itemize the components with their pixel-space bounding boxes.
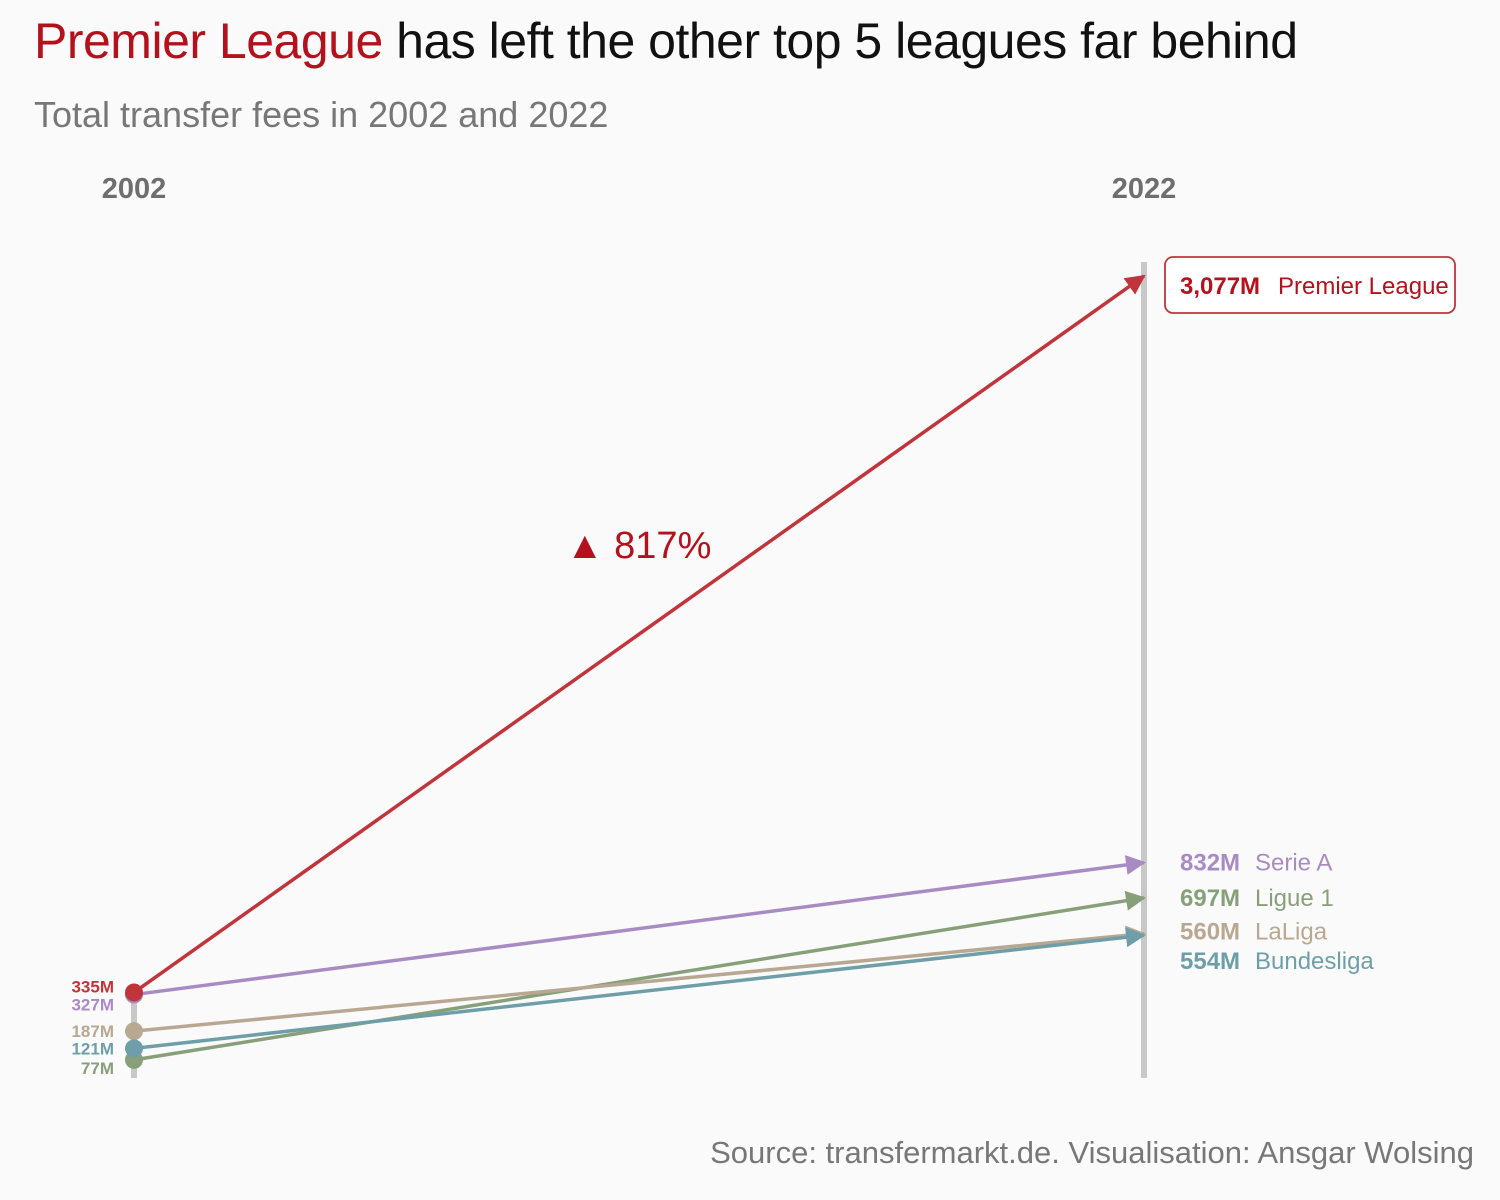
year-label-start: 2002 <box>102 173 167 205</box>
end-name-ligue-1: Ligue 1 <box>1255 885 1334 912</box>
start-label-premier-league: 335M <box>71 977 114 996</box>
start-label-laliga: 187M <box>71 1022 114 1041</box>
title-rest: has left the other top 5 leagues far beh… <box>382 13 1298 69</box>
start-point-laliga <box>125 1022 143 1041</box>
label-layer: 327M 832M Serie A 77M 697M Ligue 1 187M 560M LaL… <box>71 256 1456 1078</box>
start-point-premier-league <box>125 983 143 1002</box>
start-label-bundesliga: 121M <box>71 1039 114 1058</box>
series-line-serie-a <box>133 855 1146 997</box>
start-point-bundesliga <box>125 1039 143 1058</box>
end-name-serie-a: Serie A <box>1255 850 1332 877</box>
end-value-premier-league: 3,077M <box>1180 273 1260 300</box>
series-line-bundesliga <box>133 927 1146 1051</box>
series-line-laliga <box>133 925 1146 1033</box>
percent-change-annotation: ▲ 817% <box>566 525 711 567</box>
year-label-end: 2022 <box>1112 173 1177 205</box>
source-note: Source: transfermarkt.de. Visualisation:… <box>710 1135 1474 1170</box>
end-value-bundesliga: 554M <box>1180 948 1240 975</box>
end-name-premier-league: Premier League <box>1278 273 1449 300</box>
series-line-premier-league <box>132 274 1146 994</box>
title-highlight: Premier League <box>34 13 383 69</box>
end-value-laliga: 560M <box>1180 919 1240 946</box>
start-label-serie-a: 327M <box>71 996 114 1015</box>
chart-title: Premier League has left the other top 5 … <box>34 12 1298 70</box>
end-value-serie-a: 832M <box>1180 850 1240 877</box>
end-name-bundesliga: Bundesliga <box>1255 948 1374 975</box>
series-line-ligue-1 <box>133 890 1146 1062</box>
start-label-ligue-1: 77M <box>81 1059 114 1078</box>
end-label-box-premier-league <box>1164 256 1456 314</box>
end-value-ligue-1: 697M <box>1180 885 1240 912</box>
series-layer <box>125 274 1146 1069</box>
chart-subtitle: Total transfer fees in 2002 and 2022 <box>34 94 609 135</box>
end-name-laliga: LaLiga <box>1255 919 1328 946</box>
